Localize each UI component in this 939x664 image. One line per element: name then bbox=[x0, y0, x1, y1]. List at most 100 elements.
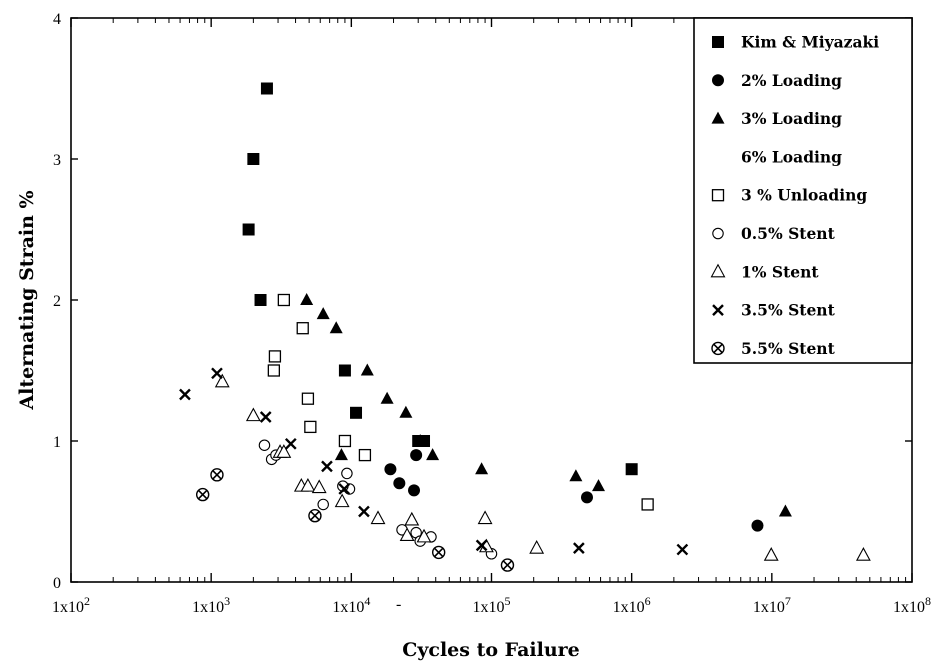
data-point bbox=[573, 542, 585, 555]
legend-marker bbox=[712, 304, 724, 316]
data-point bbox=[358, 505, 370, 518]
data-point bbox=[242, 223, 255, 236]
data-points bbox=[179, 82, 871, 572]
legend-label: Kim & Miyazaki bbox=[741, 33, 879, 52]
data-point bbox=[360, 363, 374, 376]
x-tick-label: 1x103 bbox=[192, 594, 230, 616]
data-point bbox=[404, 511, 420, 526]
data-point bbox=[277, 293, 290, 307]
data-point bbox=[214, 373, 230, 388]
data-point bbox=[321, 460, 333, 473]
data-point bbox=[260, 82, 273, 95]
data-point bbox=[334, 493, 350, 508]
data-point bbox=[477, 510, 493, 525]
legend-label: 3 % Unloading bbox=[741, 186, 867, 205]
data-point bbox=[426, 448, 440, 461]
legend: Kim & Miyazaki 2% Loading 3% Loading 6% Loa… bbox=[693, 17, 913, 364]
data-point bbox=[316, 307, 330, 320]
data-point bbox=[311, 479, 327, 494]
stray-mark: - bbox=[396, 596, 401, 613]
legend-label: 2% Loading bbox=[741, 71, 842, 90]
data-point bbox=[300, 477, 316, 492]
data-point bbox=[399, 405, 413, 418]
data-point bbox=[413, 434, 427, 446]
data-point bbox=[416, 528, 432, 543]
data-point bbox=[268, 350, 282, 363]
x-tick-label: 1x108 bbox=[893, 594, 931, 616]
data-point bbox=[855, 547, 871, 561]
legend-marker bbox=[712, 74, 724, 87]
legend-marker bbox=[711, 111, 725, 124]
data-point bbox=[254, 294, 267, 306]
x-tick-label: 1x104 bbox=[332, 594, 370, 616]
data-point bbox=[751, 519, 764, 532]
legend-label: 6% Loading bbox=[741, 147, 842, 166]
data-point bbox=[580, 491, 593, 504]
data-point bbox=[676, 543, 689, 556]
legend-label: 1% Stent bbox=[741, 262, 819, 281]
y-tick-label: 0 bbox=[53, 575, 61, 592]
data-point bbox=[211, 367, 223, 380]
data-point bbox=[384, 463, 397, 476]
data-point bbox=[317, 498, 329, 511]
legend-marker bbox=[711, 341, 725, 356]
data-point bbox=[267, 364, 280, 377]
data-point bbox=[300, 293, 314, 305]
data-point bbox=[338, 364, 351, 377]
data-point bbox=[245, 407, 261, 422]
data-point bbox=[625, 463, 638, 476]
data-point bbox=[370, 510, 386, 525]
legend-label: 5.5% Stent bbox=[741, 339, 836, 358]
legend-marker bbox=[712, 36, 724, 48]
x-tick-label: 1x102 bbox=[52, 594, 90, 616]
data-point bbox=[284, 437, 297, 450]
legend-label: 3.5% Stent bbox=[741, 301, 836, 320]
data-point bbox=[329, 321, 343, 334]
data-point bbox=[258, 439, 271, 451]
data-point bbox=[408, 484, 421, 497]
data-point bbox=[592, 479, 606, 492]
data-point bbox=[475, 539, 488, 552]
data-point bbox=[210, 468, 224, 482]
data-point bbox=[308, 509, 322, 523]
data-point bbox=[763, 547, 779, 561]
data-point bbox=[276, 444, 292, 458]
data-point bbox=[358, 448, 372, 462]
data-point bbox=[341, 467, 353, 480]
data-point bbox=[475, 462, 489, 475]
data-point bbox=[334, 448, 348, 461]
data-point bbox=[195, 487, 210, 502]
y-tick-label: 2 bbox=[53, 293, 61, 310]
data-point bbox=[179, 388, 191, 401]
x-tick-label: 1x107 bbox=[753, 594, 791, 616]
data-point bbox=[338, 434, 352, 448]
data-point bbox=[569, 469, 583, 482]
data-point bbox=[259, 411, 272, 423]
data-point bbox=[641, 498, 654, 511]
y-tick-label: 1 bbox=[53, 434, 61, 451]
legend-marker bbox=[710, 263, 726, 278]
data-point bbox=[296, 322, 309, 335]
data-point bbox=[500, 558, 515, 572]
data-point bbox=[380, 391, 394, 404]
legend-box bbox=[693, 17, 913, 364]
y-axis-title: Alternating Strain % bbox=[16, 190, 38, 410]
data-point bbox=[304, 420, 317, 434]
data-point bbox=[338, 483, 351, 495]
data-point bbox=[301, 392, 315, 405]
x-tick-label: 1x105 bbox=[473, 594, 511, 616]
data-point bbox=[399, 527, 415, 542]
legend-label: 3% Loading bbox=[741, 109, 842, 128]
y-tick-label: 3 bbox=[53, 152, 61, 169]
y-tick-label: 4 bbox=[53, 11, 61, 28]
data-point bbox=[410, 449, 423, 462]
legend-marker bbox=[711, 189, 725, 202]
data-point bbox=[529, 540, 545, 554]
data-point bbox=[431, 545, 446, 560]
data-point bbox=[350, 406, 363, 419]
data-point bbox=[247, 153, 260, 165]
x-tick-label: 1x106 bbox=[613, 594, 651, 616]
legend-marker bbox=[712, 227, 724, 240]
data-point bbox=[393, 477, 406, 490]
